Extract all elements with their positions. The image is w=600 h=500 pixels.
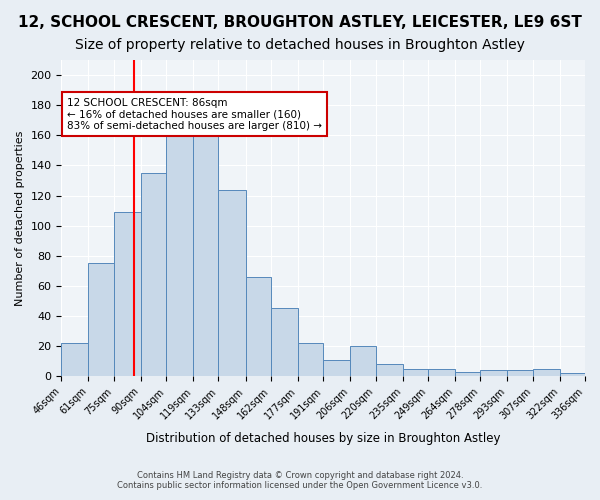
Bar — [61, 343, 88, 376]
Bar — [141, 173, 166, 376]
Bar — [403, 368, 428, 376]
Y-axis label: Number of detached properties: Number of detached properties — [15, 130, 25, 306]
Bar — [245, 277, 271, 376]
Bar — [193, 136, 218, 376]
Bar — [455, 372, 480, 376]
Bar — [428, 368, 455, 376]
Bar — [298, 343, 323, 376]
Bar — [114, 212, 141, 376]
Bar — [508, 370, 533, 376]
Bar — [218, 190, 245, 376]
Bar — [323, 360, 350, 376]
Bar — [480, 370, 508, 376]
Bar — [88, 264, 114, 376]
Text: Size of property relative to detached houses in Broughton Astley: Size of property relative to detached ho… — [75, 38, 525, 52]
Bar — [560, 373, 585, 376]
Text: Contains HM Land Registry data © Crown copyright and database right 2024.
Contai: Contains HM Land Registry data © Crown c… — [118, 470, 482, 490]
Bar — [271, 308, 298, 376]
Bar — [166, 120, 193, 376]
Bar — [533, 368, 560, 376]
Bar — [376, 364, 403, 376]
Bar — [350, 346, 376, 376]
X-axis label: Distribution of detached houses by size in Broughton Astley: Distribution of detached houses by size … — [146, 432, 500, 445]
Text: 12 SCHOOL CRESCENT: 86sqm
← 16% of detached houses are smaller (160)
83% of semi: 12 SCHOOL CRESCENT: 86sqm ← 16% of detac… — [67, 98, 322, 131]
Text: 12, SCHOOL CRESCENT, BROUGHTON ASTLEY, LEICESTER, LE9 6ST: 12, SCHOOL CRESCENT, BROUGHTON ASTLEY, L… — [18, 15, 582, 30]
